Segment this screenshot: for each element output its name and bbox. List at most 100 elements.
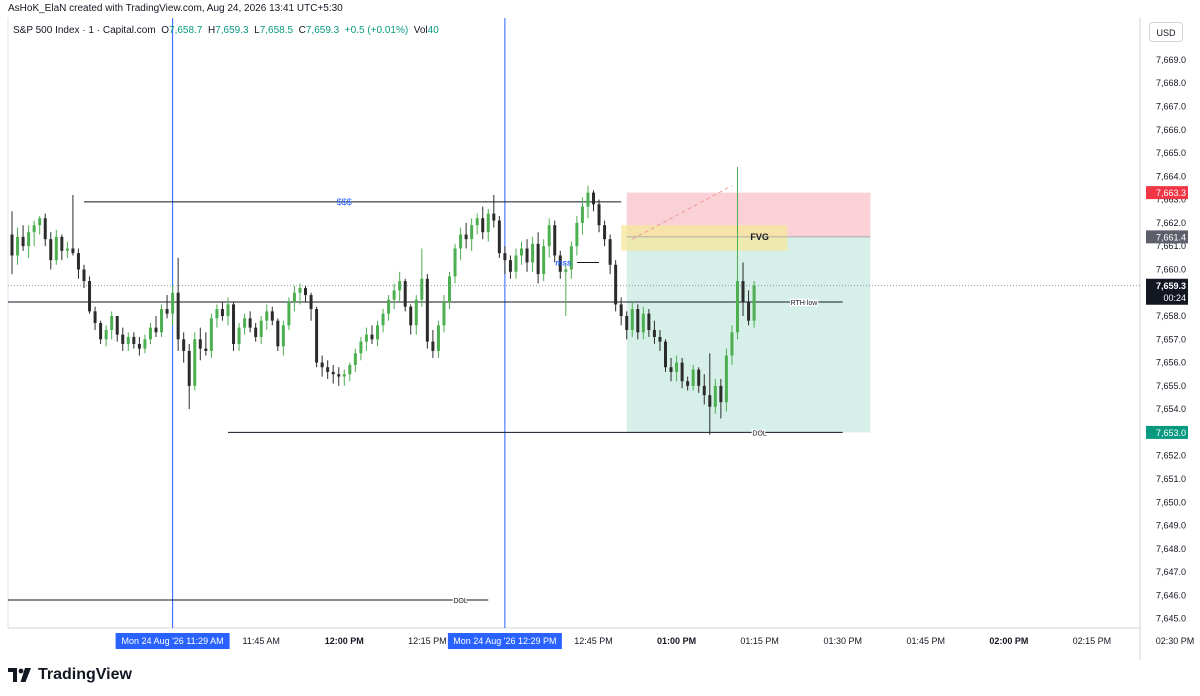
candle-body bbox=[43, 218, 47, 240]
candle-body bbox=[597, 204, 601, 226]
candle bbox=[304, 285, 308, 303]
price-labels-layer: 7,663.3 7,661.4 7,653.0 7,659.3 00:24 bbox=[1146, 186, 1188, 439]
candle-body bbox=[99, 323, 103, 340]
candle bbox=[614, 260, 618, 312]
candle-body bbox=[209, 318, 213, 351]
candle bbox=[591, 190, 595, 212]
candle-body bbox=[675, 362, 679, 372]
candle bbox=[99, 320, 103, 344]
candle-body bbox=[652, 329, 656, 337]
candle-body bbox=[558, 255, 562, 272]
candle-body bbox=[497, 220, 501, 254]
price-tick: 7,652.0 bbox=[1156, 451, 1186, 461]
candle-body bbox=[132, 336, 136, 344]
candle bbox=[171, 285, 175, 326]
candle bbox=[564, 264, 568, 317]
candle-body bbox=[353, 353, 357, 365]
candle bbox=[331, 364, 335, 384]
candle-body bbox=[459, 234, 463, 249]
candle-body bbox=[614, 264, 618, 305]
candle bbox=[603, 220, 607, 247]
candle-body bbox=[680, 362, 684, 382]
time-tick: 01:15 PM bbox=[740, 636, 779, 646]
candle bbox=[376, 320, 380, 347]
price-tick: 7,648.0 bbox=[1156, 544, 1186, 554]
candle bbox=[215, 304, 219, 328]
price-tick: 7,658.0 bbox=[1156, 311, 1186, 321]
price-tick: 7,650.0 bbox=[1156, 497, 1186, 507]
candle bbox=[558, 250, 562, 279]
price-tick: 7,655.0 bbox=[1156, 381, 1186, 391]
candle bbox=[187, 343, 191, 410]
time-highlight-label-1: Mon 24 Aug '26 11:29 AM bbox=[122, 636, 224, 646]
candle bbox=[237, 323, 241, 351]
candle-body bbox=[154, 327, 158, 333]
price-tick: 7,647.0 bbox=[1156, 567, 1186, 577]
symbol-legend[interactable]: S&P 500 Index · 1 · Capital.com O7,658.7… bbox=[13, 24, 439, 38]
candle bbox=[641, 306, 645, 340]
candle bbox=[414, 295, 418, 335]
zones-layer bbox=[621, 185, 871, 433]
candle bbox=[209, 313, 213, 358]
rth-low-label: RTH low bbox=[791, 300, 819, 307]
candle-body bbox=[326, 367, 330, 372]
candle-body bbox=[641, 313, 645, 333]
chart-area[interactable]: $$$ FVG mss RTH low DOL DOL 7,645.0 7,646.0 7,6… bbox=[0, 18, 1200, 660]
candle-body bbox=[475, 218, 479, 226]
candle bbox=[497, 215, 501, 258]
candle bbox=[702, 374, 706, 405]
candle bbox=[76, 248, 80, 279]
candle bbox=[287, 297, 291, 330]
candle bbox=[93, 306, 97, 330]
candle-body bbox=[503, 253, 507, 261]
candle bbox=[143, 334, 147, 354]
price-tick: 7,646.0 bbox=[1156, 590, 1186, 600]
symbol-name[interactable]: S&P 500 Index · 1 · Capital.com bbox=[13, 25, 156, 36]
candle-body bbox=[165, 309, 169, 314]
time-tick: 01:30 PM bbox=[823, 636, 862, 646]
time-tick: 12:15 PM bbox=[408, 636, 447, 646]
candle-body bbox=[71, 248, 75, 254]
candle bbox=[508, 255, 512, 279]
candle bbox=[547, 218, 551, 258]
candle bbox=[680, 357, 684, 389]
candle-body bbox=[248, 318, 252, 328]
fvg-label: FVG bbox=[750, 232, 769, 242]
time-tick: 11:45 AM bbox=[243, 636, 280, 646]
annotations-layer: $$$ FVG mss RTH low DOL DOL bbox=[337, 197, 820, 606]
candle bbox=[115, 316, 119, 342]
candle bbox=[580, 197, 584, 235]
candle-body bbox=[110, 316, 114, 330]
low-label: L bbox=[254, 25, 260, 36]
candle-body bbox=[525, 248, 529, 263]
candle-body bbox=[176, 292, 180, 340]
candle-body bbox=[486, 213, 490, 233]
currency-button[interactable]: USD bbox=[1149, 22, 1183, 42]
candle bbox=[342, 369, 346, 386]
candle bbox=[154, 316, 158, 337]
price-tick: 7,654.0 bbox=[1156, 404, 1186, 414]
candle-body bbox=[735, 281, 739, 333]
candle-body bbox=[481, 218, 485, 233]
candle bbox=[43, 213, 47, 247]
candle-body bbox=[82, 269, 86, 282]
candle-body bbox=[376, 325, 380, 340]
candle bbox=[104, 325, 108, 347]
price-tick: 7,660.0 bbox=[1156, 264, 1186, 274]
candle-body bbox=[198, 339, 202, 349]
candle-body bbox=[663, 341, 667, 368]
candle-body bbox=[514, 255, 518, 272]
candle bbox=[232, 302, 236, 351]
candle-body bbox=[392, 290, 396, 300]
candle bbox=[608, 234, 612, 275]
candle-body bbox=[121, 334, 125, 344]
candle-body bbox=[741, 281, 745, 303]
footer-brand[interactable]: TradingView bbox=[8, 664, 132, 686]
candle-body bbox=[104, 329, 108, 340]
candle-body bbox=[414, 299, 418, 326]
candle bbox=[248, 311, 252, 333]
candles-layer bbox=[10, 167, 756, 435]
candle bbox=[575, 215, 579, 256]
candle-body bbox=[309, 295, 313, 310]
